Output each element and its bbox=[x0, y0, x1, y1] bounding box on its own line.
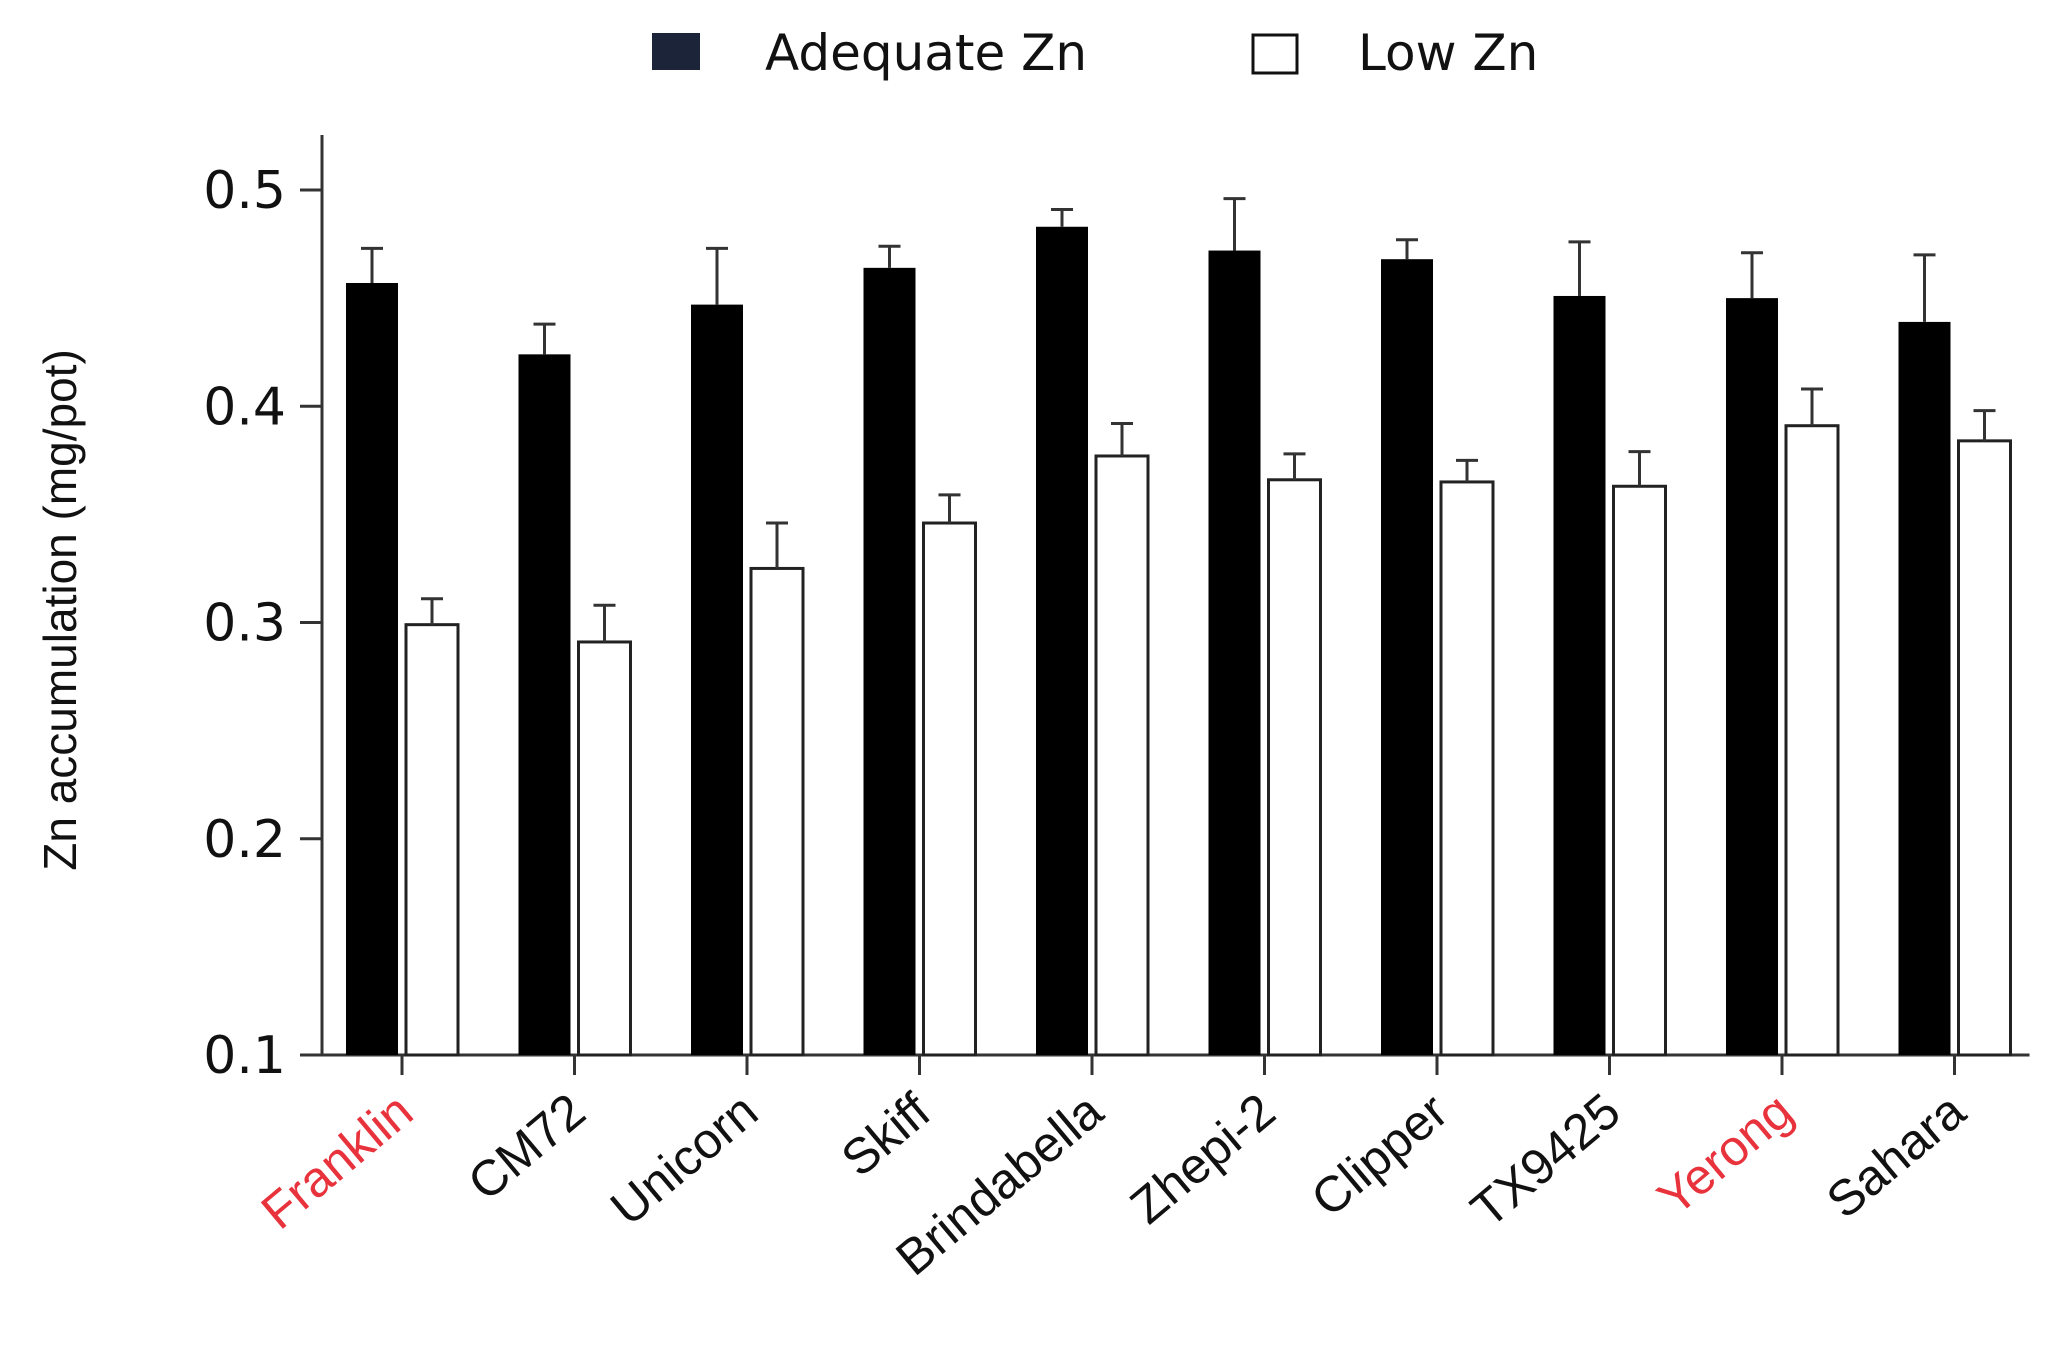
bar-adequate-zn-tx9425 bbox=[1553, 295, 1606, 1055]
legend-swatch-adequate-zn bbox=[652, 33, 700, 70]
bar-adequate-zn-cm72 bbox=[518, 354, 571, 1056]
x-tick-label-yerong: Yerong bbox=[1647, 1083, 1803, 1227]
bar-low-zn-clipper bbox=[1439, 480, 1495, 1057]
bar-low-zn-franklin bbox=[404, 623, 460, 1057]
bar-low-zn-sahara bbox=[1957, 439, 2012, 1057]
bar-adequate-zn-zhepi-2 bbox=[1208, 250, 1261, 1056]
x-tick-label-skiff: Skiff bbox=[831, 1082, 941, 1187]
y-tick-label: 0.3 bbox=[203, 594, 286, 654]
bar-adequate-zn-clipper bbox=[1381, 259, 1433, 1055]
bar-adequate-zn-franklin bbox=[346, 282, 398, 1055]
bar-low-zn-skiff bbox=[922, 521, 977, 1057]
legend: Adequate Zn Low Zn bbox=[652, 24, 1538, 82]
y-tick-label: 0.2 bbox=[203, 810, 286, 870]
bar-adequate-zn-yerong bbox=[1726, 298, 1778, 1055]
x-tick-label-cm72: CM72 bbox=[457, 1083, 595, 1212]
bar-adequate-zn-skiff bbox=[863, 267, 916, 1056]
error-bars bbox=[361, 197, 1996, 642]
bar-low-zn-yerong bbox=[1784, 424, 1840, 1057]
y-tick-label: 0.4 bbox=[203, 377, 286, 437]
bar-low-zn-unicorn bbox=[749, 566, 805, 1057]
bars bbox=[346, 226, 2012, 1057]
x-tick-label-tx9425: TX9425 bbox=[1460, 1083, 1630, 1238]
x-tick-label-sahara: Sahara bbox=[1816, 1082, 1976, 1229]
bar-low-zn-cm72 bbox=[577, 640, 632, 1057]
bar-adequate-zn-sahara bbox=[1898, 321, 1951, 1056]
bar-adequate-zn-unicorn bbox=[691, 304, 743, 1055]
bar-low-zn-tx9425 bbox=[1612, 484, 1667, 1057]
legend-label-adequate-zn: Adequate Zn bbox=[765, 24, 1087, 82]
bar-adequate-zn-brindabella bbox=[1036, 226, 1088, 1055]
x-tick-label-clipper: Clipper bbox=[1301, 1083, 1458, 1228]
x-tick-label-zhepi-2: Zhepi-2 bbox=[1120, 1083, 1286, 1235]
y-axis-label: Zn accumulation (mg/pot) bbox=[34, 349, 86, 871]
legend-label-low-zn: Low Zn bbox=[1358, 24, 1538, 82]
x-tick-label-franklin: Franklin bbox=[251, 1083, 423, 1240]
x-tick-label-unicorn: Unicorn bbox=[600, 1083, 768, 1237]
y-tick-label: 0.5 bbox=[203, 161, 286, 221]
y-tick-label: 0.1 bbox=[203, 1026, 286, 1086]
bar-low-zn-zhepi-2 bbox=[1267, 478, 1322, 1057]
legend-swatch-low-zn bbox=[1251, 33, 1299, 75]
bar-low-zn-brindabella bbox=[1094, 454, 1150, 1057]
